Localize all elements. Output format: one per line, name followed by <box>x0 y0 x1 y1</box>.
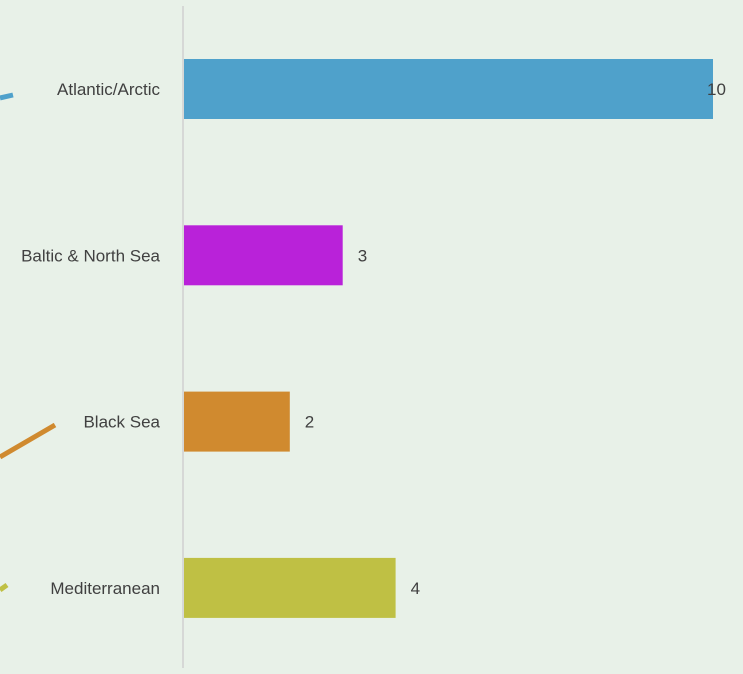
category-label-3: Mediterranean <box>50 579 160 598</box>
bar-3 <box>184 557 396 618</box>
category-label-0: Atlantic/Arctic <box>57 80 160 99</box>
value-label-2: 2 <box>305 413 314 432</box>
bar-0 <box>184 59 713 119</box>
leader-line-3 <box>0 582 9 593</box>
bar-1 <box>184 225 343 286</box>
category-label-1: Baltic & North Sea <box>21 246 160 265</box>
leader-line-2 <box>0 422 57 460</box>
bar-2 <box>184 391 290 452</box>
value-label-1: 3 <box>358 246 367 265</box>
value-label-0: 10 <box>707 80 726 99</box>
category-label-2: Black Sea <box>83 413 160 432</box>
leader-line-0 <box>0 92 14 101</box>
value-label-3: 4 <box>411 579 420 598</box>
